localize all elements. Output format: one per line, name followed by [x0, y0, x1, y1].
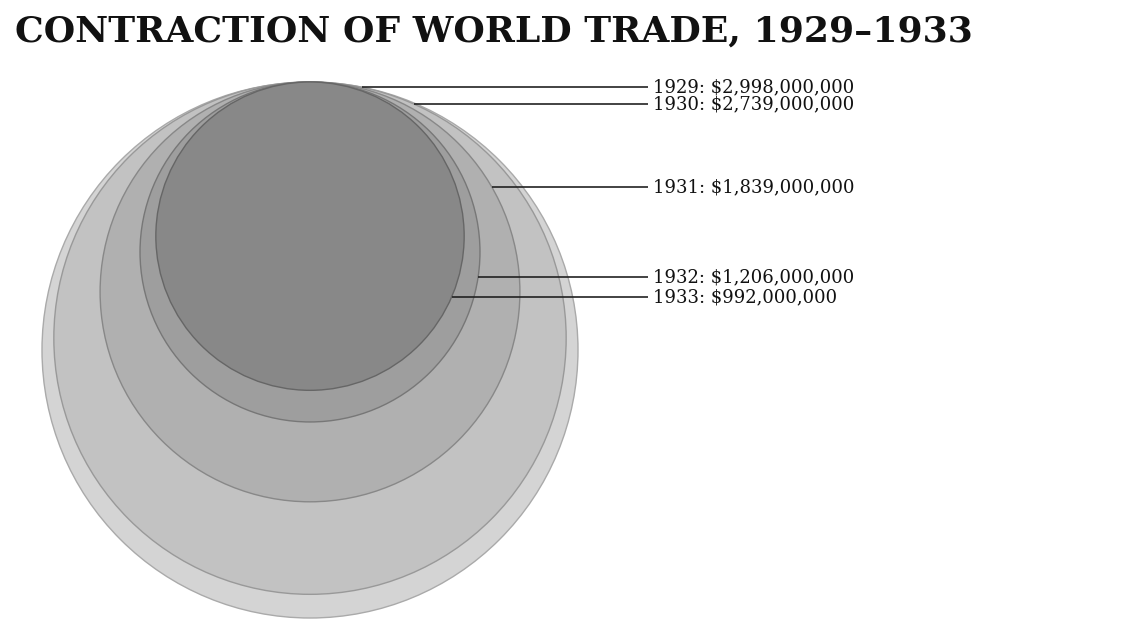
Text: 1931: $1,839,000,000: 1931: $1,839,000,000 [653, 178, 854, 196]
Text: 1929: $2,998,000,000: 1929: $2,998,000,000 [653, 78, 854, 96]
Circle shape [42, 82, 578, 618]
Text: 1930: $2,739,000,000: 1930: $2,739,000,000 [653, 95, 854, 113]
Circle shape [156, 82, 465, 390]
Circle shape [100, 82, 520, 502]
Text: CONTRACTION OF WORLD TRADE, 1929–1933: CONTRACTION OF WORLD TRADE, 1929–1933 [15, 15, 972, 49]
Text: 1933: $992,000,000: 1933: $992,000,000 [653, 288, 837, 306]
Circle shape [140, 82, 481, 422]
Circle shape [53, 82, 566, 594]
Text: 1932: $1,206,000,000: 1932: $1,206,000,000 [653, 268, 854, 286]
